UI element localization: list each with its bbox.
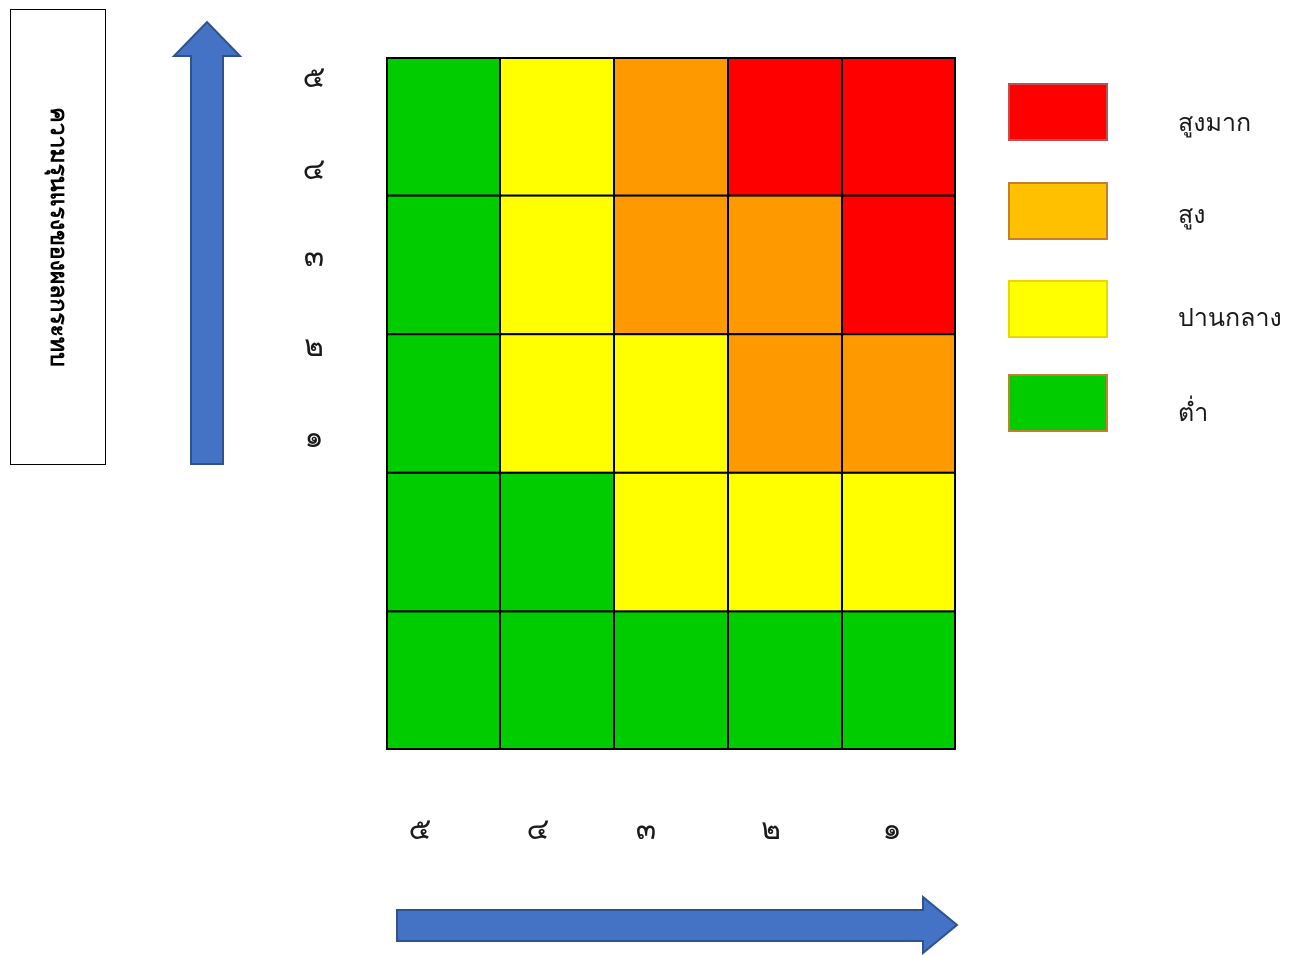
matrix-cell [499, 333, 615, 474]
y-tick-label: ๔ [302, 152, 326, 187]
risk-matrix [386, 57, 956, 750]
matrix-cell [613, 57, 729, 197]
matrix-cell [499, 57, 615, 197]
matrix-cell [499, 610, 615, 750]
legend-swatch-low [1008, 374, 1108, 432]
matrix-cell [499, 471, 615, 613]
matrix-cell [613, 610, 729, 750]
y-tick-label: ๓ [303, 239, 325, 274]
legend-label-low: ต่ำ [1178, 398, 1209, 427]
y-tick-label: ๒ [304, 329, 324, 364]
matrix-cell [727, 57, 843, 197]
y-axis-title: ความรุนแรงของผลกระทบ [45, 107, 71, 367]
legend-swatch-very-high [1008, 83, 1108, 141]
matrix-cell [841, 333, 956, 474]
legend-label-medium: ปานกลาง [1178, 303, 1282, 332]
y-tick-label: ๑ [304, 420, 324, 455]
matrix-cell [386, 610, 501, 750]
y-tick-label: ๕ [302, 60, 326, 95]
matrix-cell [613, 194, 729, 336]
right-arrow-icon [396, 894, 959, 955]
matrix-cell [386, 194, 501, 336]
matrix-cell [386, 57, 501, 197]
x-tick-label: ๓ [635, 812, 657, 847]
matrix-cell [841, 194, 956, 336]
legend-label-high: สูง [1178, 200, 1206, 229]
up-arrow-icon [171, 20, 243, 465]
matrix-cell [499, 194, 615, 336]
up-arrow-shape [171, 20, 243, 465]
matrix-border [386, 57, 956, 750]
matrix-cell [727, 194, 843, 336]
y-axis-title-box [10, 9, 106, 465]
matrix-cell [727, 610, 843, 750]
x-tick-label: ๔ [526, 812, 550, 847]
right-arrow-shape [396, 894, 959, 955]
matrix-cell [727, 333, 843, 474]
x-tick-label: ๒ [761, 812, 781, 847]
legend-swatch-high [1008, 182, 1108, 240]
legend-label-very-high: สูงมาก [1178, 108, 1252, 137]
matrix-cell [386, 471, 501, 613]
matrix-cell [386, 333, 501, 474]
x-tick-label: ๑ [882, 812, 902, 847]
matrix-cell [841, 57, 956, 197]
matrix-cell [841, 471, 956, 613]
matrix-cell [727, 471, 843, 613]
matrix-cell [841, 610, 956, 750]
legend-swatch-medium [1008, 280, 1108, 338]
matrix-cell [613, 333, 729, 474]
matrix-cell [613, 471, 729, 613]
x-tick-label: ๕ [408, 812, 432, 847]
